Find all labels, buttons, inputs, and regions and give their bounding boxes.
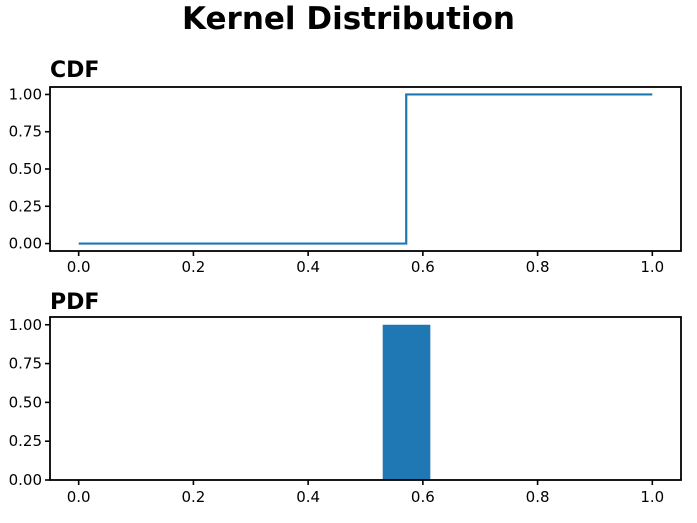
pdf-subplot-title: PDF (50, 290, 100, 315)
y-tick-label: 0.50 (9, 393, 42, 411)
x-tick-label: 0.6 (411, 258, 435, 276)
x-tick-label: 0.2 (181, 488, 205, 506)
pdf-axes-frame (49, 316, 682, 481)
cdf-subplot-title: CDF (50, 58, 100, 83)
y-tick-label: 0.25 (9, 197, 42, 215)
y-tick-label: 0.75 (9, 123, 42, 141)
y-tick-label: 0.50 (9, 160, 42, 178)
cdf-step-line (78, 93, 653, 245)
y-tick-label: 0.00 (9, 471, 42, 489)
y-tick-label: 1.00 (9, 316, 42, 334)
figure-title: Kernel Distribution (182, 1, 515, 37)
x-tick-label: 0.0 (67, 258, 91, 276)
x-tick-label: 0.4 (296, 488, 320, 506)
cdf-axes-frame (49, 86, 682, 252)
x-tick-label: 1.0 (640, 258, 664, 276)
x-tick-label: 0.8 (526, 258, 550, 276)
x-tick-label: 0.0 (67, 488, 91, 506)
x-tick-label: 0.6 (411, 488, 435, 506)
y-tick-label: 0.25 (9, 432, 42, 450)
y-tick-label: 0.75 (9, 355, 42, 373)
x-tick-label: 1.0 (640, 488, 664, 506)
pdf-bar (382, 324, 431, 480)
y-tick-label: 1.00 (9, 85, 42, 103)
x-tick-label: 0.2 (181, 258, 205, 276)
x-tick-label: 0.8 (526, 488, 550, 506)
y-tick-label: 0.00 (9, 235, 42, 253)
x-tick-label: 0.4 (296, 258, 320, 276)
